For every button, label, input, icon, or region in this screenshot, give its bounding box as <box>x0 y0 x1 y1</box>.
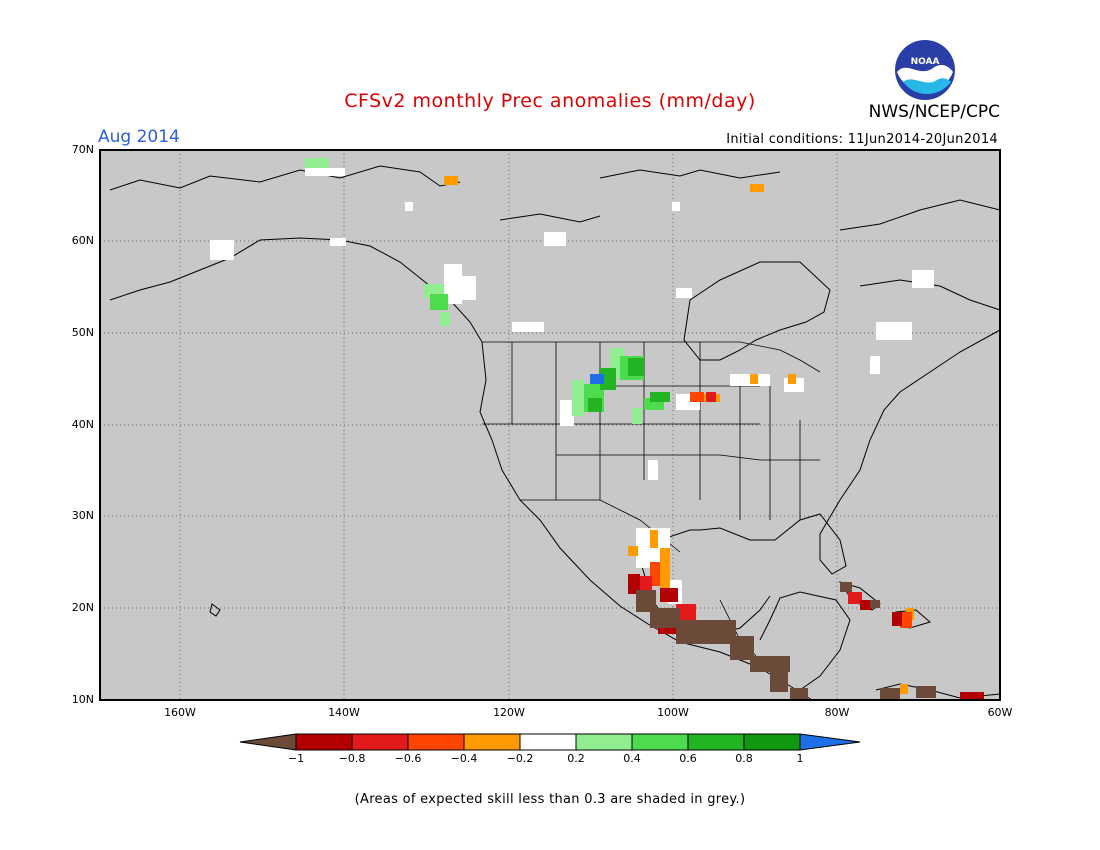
colorbar-arrow-left <box>240 734 296 750</box>
lon-tick: 120W <box>493 706 525 719</box>
colorbar-cell <box>576 734 632 750</box>
lat-tick: 60N <box>71 234 94 247</box>
colorbar-cell <box>408 734 464 750</box>
lon-tick: 140W <box>328 706 360 719</box>
initial-conditions: Initial conditions: 11Jun2014-20Jun2014 <box>726 132 998 147</box>
colorbar-label: 0.4 <box>623 752 641 765</box>
skill-footnote: (Areas of expected skill less than 0.3 a… <box>354 792 746 807</box>
colorbar-cell <box>744 734 800 750</box>
noaa-logo-text: NOAA <box>911 57 940 67</box>
colorbar <box>239 733 861 751</box>
colorbar-label: 0.2 <box>567 752 585 765</box>
colorbar-label: 0.8 <box>735 752 753 765</box>
lon-tick: 80W <box>824 706 850 719</box>
colorbar-cell <box>296 734 352 750</box>
lat-tick: 40N <box>71 418 94 431</box>
lon-tick: 160W <box>164 706 196 719</box>
colorbar-cell <box>520 734 576 750</box>
lat-tick: 30N <box>71 509 94 522</box>
map-frame <box>99 149 1001 701</box>
noaa-logo: NOAA <box>895 40 955 100</box>
lat-tick: 50N <box>71 326 94 339</box>
organization-label: NWS/NCEP/CPC <box>868 102 1000 122</box>
chart-title: CFSv2 monthly Prec anomalies (mm/day) <box>344 90 756 112</box>
colorbar-cell <box>632 734 688 750</box>
lat-tick: 20N <box>71 601 94 614</box>
colorbar-label: −0.4 <box>450 752 478 765</box>
lon-tick: 60W <box>987 706 1013 719</box>
colorbar-cell <box>352 734 408 750</box>
colorbar-label: −0.6 <box>394 752 422 765</box>
colorbar-label: −1 <box>287 752 305 765</box>
colorbar-label: −0.8 <box>338 752 366 765</box>
lat-tick: 70N <box>71 143 94 156</box>
colorbar-label: 0.6 <box>679 752 697 765</box>
colorbar-arrow-right <box>800 734 860 750</box>
lat-tick: 10N <box>71 693 94 706</box>
lon-tick: 100W <box>657 706 689 719</box>
colorbar-label: 1 <box>796 752 804 765</box>
forecast-month: Aug 2014 <box>98 127 180 147</box>
colorbar-cell <box>688 734 744 750</box>
colorbar-label: −0.2 <box>506 752 534 765</box>
colorbar-cell <box>464 734 520 750</box>
anomaly-cells <box>210 158 984 700</box>
